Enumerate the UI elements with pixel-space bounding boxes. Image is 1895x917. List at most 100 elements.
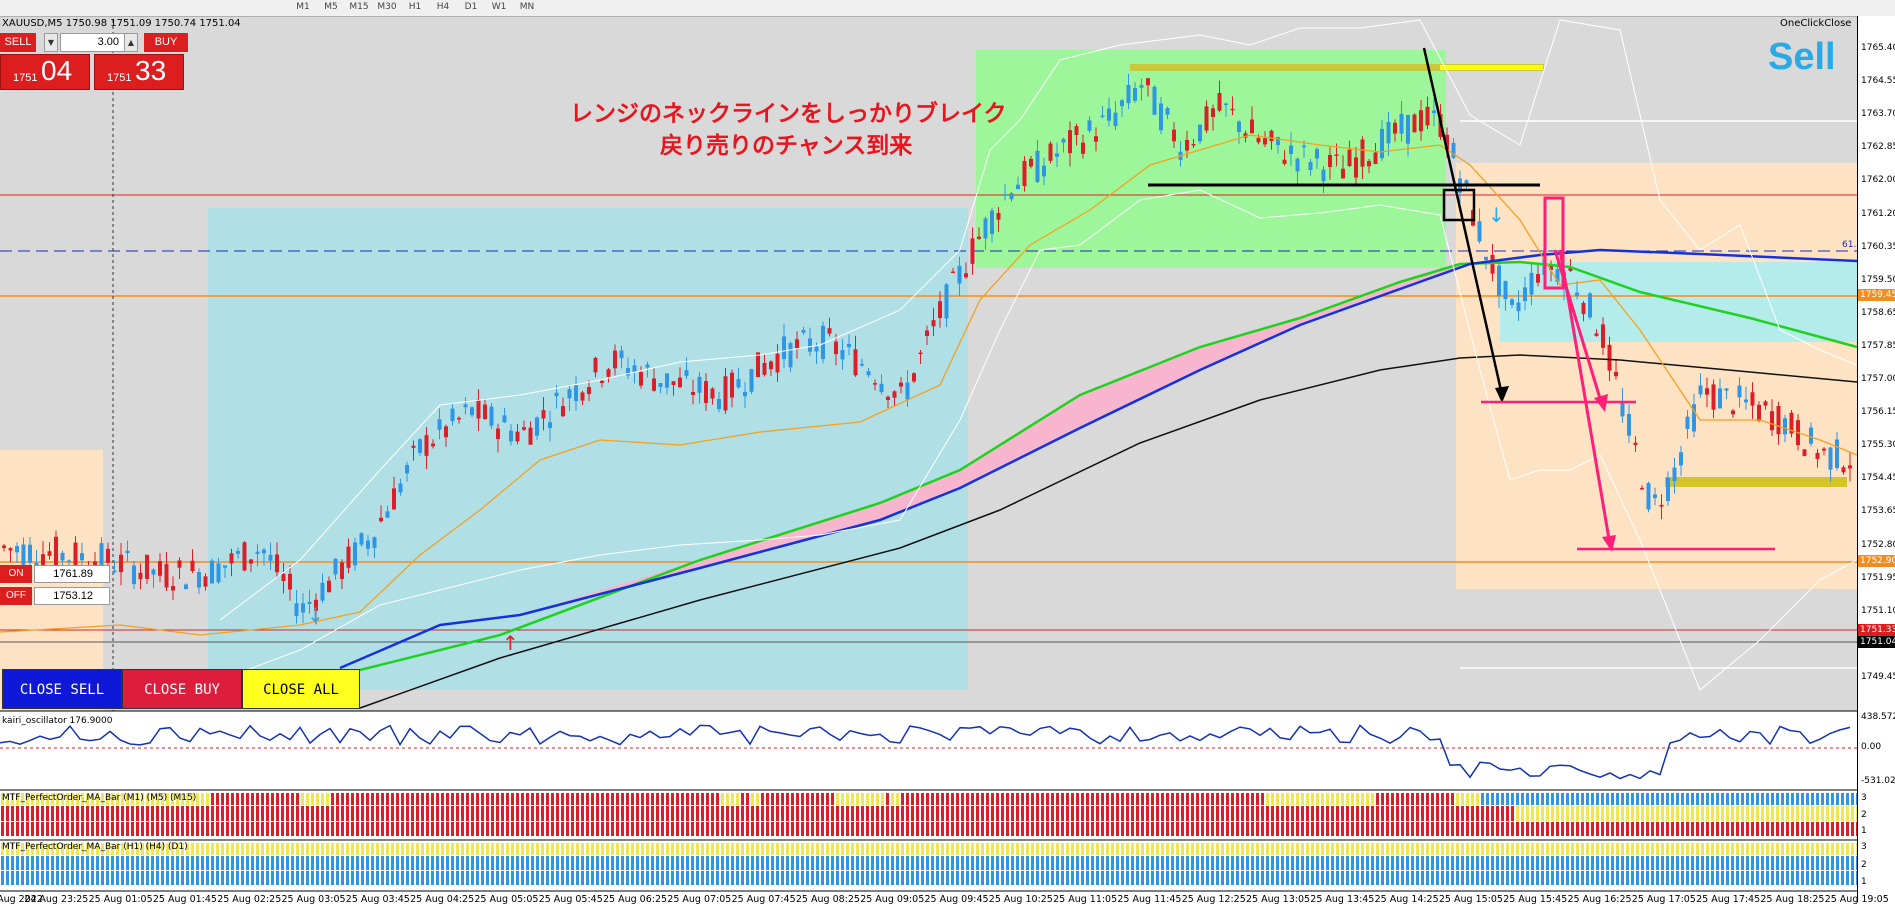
mtf2-bar bbox=[651, 856, 654, 870]
timeframe-m30[interactable]: M30 bbox=[377, 2, 397, 12]
mtf2-bar bbox=[1596, 871, 1599, 885]
mtf1-bar bbox=[1516, 822, 1519, 836]
mtf2-bar bbox=[776, 856, 779, 870]
mtf1-bar bbox=[1746, 793, 1749, 805]
mtf1-bar bbox=[191, 806, 194, 821]
oscillator-label: kairi_oscillator 176.9000 bbox=[2, 716, 113, 726]
mtf2-bar bbox=[101, 871, 104, 885]
mtf2-bar bbox=[701, 856, 704, 870]
mtf1-bar bbox=[1346, 793, 1349, 805]
mtf1-bar bbox=[956, 806, 959, 821]
mtf1-bar bbox=[1386, 822, 1389, 836]
mtf2-bar bbox=[1731, 856, 1734, 870]
mtf1-bar bbox=[1376, 822, 1379, 836]
mtf2-bar bbox=[1371, 856, 1374, 870]
mtf2-bar bbox=[1711, 871, 1714, 885]
timeframe-d1[interactable]: D1 bbox=[464, 2, 478, 12]
sell-arrow-icon: ↓ bbox=[1488, 203, 1505, 227]
candle-body bbox=[385, 511, 390, 518]
mtf2-bar bbox=[216, 843, 219, 855]
candle-body bbox=[216, 563, 221, 583]
mtf1-bar bbox=[691, 793, 694, 805]
mtf2-bar bbox=[1441, 843, 1444, 855]
mtf1-bar bbox=[791, 793, 794, 805]
mtf2-bar bbox=[26, 843, 29, 855]
buy-button[interactable]: BUY bbox=[144, 33, 188, 52]
timeframe-w1[interactable]: W1 bbox=[491, 2, 507, 12]
mtf1-bar bbox=[171, 793, 174, 805]
mtf2-bar bbox=[711, 871, 714, 885]
mtf2-bar bbox=[896, 856, 899, 870]
mtf1-bar bbox=[1306, 793, 1309, 805]
candle-body bbox=[1627, 413, 1631, 436]
mtf1-bar bbox=[1121, 806, 1124, 821]
timeframe-m5[interactable]: M5 bbox=[324, 2, 338, 12]
candle-body bbox=[1620, 401, 1625, 417]
mtf2-bar bbox=[1046, 856, 1049, 870]
mtf2-bar bbox=[416, 856, 419, 870]
mtf1-bar bbox=[621, 806, 624, 821]
mtf1-bar bbox=[1161, 806, 1164, 821]
lot-increase-button[interactable]: ▲ bbox=[124, 33, 138, 52]
mtf1-bar bbox=[666, 793, 669, 805]
lot-decrease-button[interactable]: ▼ bbox=[44, 33, 58, 52]
mtf1-bar bbox=[871, 822, 874, 836]
candle-body bbox=[1263, 138, 1267, 145]
line-off-price-field[interactable]: 1753.12 bbox=[34, 587, 110, 605]
timeframe-m15[interactable]: M15 bbox=[349, 2, 369, 12]
close-all-button[interactable]: CLOSE ALL bbox=[242, 669, 360, 709]
mtf2-bar bbox=[686, 843, 689, 855]
line-off-button[interactable]: OFF bbox=[0, 587, 32, 605]
mtf2-bar bbox=[1266, 871, 1269, 885]
mtf1-bar bbox=[1296, 822, 1299, 836]
candle-body bbox=[424, 435, 429, 456]
mtf2-bar bbox=[1061, 843, 1064, 855]
mtf2-bar bbox=[1786, 843, 1789, 855]
mtf1-bar bbox=[651, 793, 654, 805]
mtf2-bar bbox=[676, 856, 679, 870]
buy-price-button[interactable]: 1751 33 bbox=[94, 54, 184, 90]
mtf1-bar bbox=[1776, 806, 1779, 821]
mtf1-bar bbox=[1026, 806, 1029, 821]
candle-body bbox=[236, 551, 240, 554]
mtf2-bar bbox=[1401, 843, 1404, 855]
mtf1-bar bbox=[326, 822, 329, 836]
mtf2-bar bbox=[61, 856, 64, 870]
close-buy-button[interactable]: CLOSE BUY bbox=[122, 669, 242, 709]
candle-body bbox=[1497, 265, 1501, 296]
mtf2-bar bbox=[206, 856, 209, 870]
timeframe-h4[interactable]: H4 bbox=[436, 2, 450, 12]
mtf2-bar bbox=[1796, 856, 1799, 870]
timeframe-m1[interactable]: M1 bbox=[296, 2, 310, 12]
mtf1-bar bbox=[1551, 822, 1554, 836]
mtf2-bar bbox=[766, 856, 769, 870]
mtf1-bar bbox=[631, 793, 634, 805]
mtf1-bar bbox=[746, 822, 749, 836]
timeframe-mn[interactable]: MN bbox=[519, 2, 535, 12]
mtf2-bar bbox=[436, 856, 439, 870]
mtf1-bar bbox=[1201, 793, 1204, 805]
mtf1-bar bbox=[426, 822, 429, 836]
timeframe-h1[interactable]: H1 bbox=[408, 2, 422, 12]
sell-button[interactable]: SELL bbox=[0, 33, 36, 52]
mtf2-bar bbox=[1301, 856, 1304, 870]
mtf2-bar bbox=[1121, 856, 1124, 870]
mtf2-bar bbox=[1781, 871, 1784, 885]
mtf2-bar bbox=[191, 871, 194, 885]
mtf1-bar bbox=[441, 806, 444, 821]
mtf2-bar bbox=[576, 843, 579, 855]
mtf1-bar bbox=[886, 822, 889, 836]
line-on-price-field[interactable]: 1761.89 bbox=[34, 565, 110, 583]
candle-body bbox=[983, 218, 988, 239]
line-on-button[interactable]: ON bbox=[0, 565, 32, 583]
mtf2-bar bbox=[1366, 843, 1369, 855]
mtf2-bar bbox=[341, 843, 344, 855]
mtf1-bar bbox=[446, 793, 449, 805]
mtf2-bar bbox=[91, 871, 94, 885]
sell-price-button[interactable]: 1751 04 bbox=[0, 54, 90, 90]
mtf2-bar bbox=[121, 871, 124, 885]
close-sell-button[interactable]: CLOSE SELL bbox=[2, 669, 122, 709]
mtf1-bar bbox=[61, 806, 64, 821]
mtf1-bar bbox=[1541, 822, 1544, 836]
